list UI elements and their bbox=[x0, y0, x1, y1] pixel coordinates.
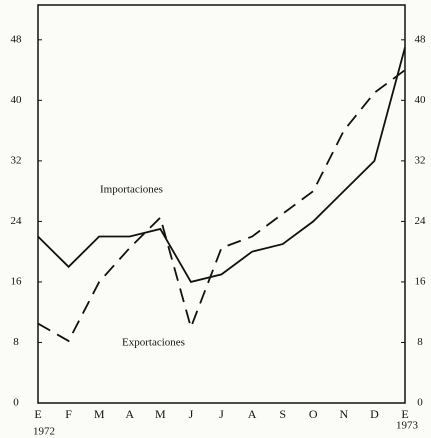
y-tick-label: 16 bbox=[11, 275, 23, 287]
x-tick-label: F bbox=[65, 407, 72, 421]
y-tick-label: 48 bbox=[11, 33, 23, 45]
y2-tick-label: 40 bbox=[415, 94, 427, 106]
y-tick-label: 32 bbox=[11, 154, 22, 166]
x-tick-label: E bbox=[401, 407, 408, 421]
x-tick-label: M bbox=[94, 407, 105, 421]
series-line bbox=[37, 47, 406, 283]
x-tick-label: A bbox=[125, 407, 134, 421]
y-tick-label: 24 bbox=[11, 215, 23, 227]
x-tick-label: E bbox=[34, 407, 41, 421]
x-tick-label: S bbox=[279, 407, 286, 421]
plot-frame bbox=[37, 4, 406, 404]
y-tick-label: 8 bbox=[13, 336, 19, 348]
y-tick-label: 40 bbox=[11, 94, 23, 106]
x-tick-label: A bbox=[248, 407, 257, 421]
year-label: 1973 bbox=[396, 420, 419, 432]
y2-tick-label: 16 bbox=[415, 275, 427, 287]
y2-tick-label: 24 bbox=[415, 215, 427, 227]
series-label: Exportaciones bbox=[122, 337, 185, 349]
y-tick-label: 0 bbox=[13, 397, 19, 409]
series-label: Importaciones bbox=[100, 184, 163, 196]
year-label: 1972 bbox=[33, 426, 55, 438]
y2-tick-label: 8 bbox=[417, 336, 423, 348]
x-tick-label: M bbox=[155, 407, 166, 421]
x-tick-label: D bbox=[370, 407, 379, 421]
x-tick-label: N bbox=[339, 407, 348, 421]
series-line bbox=[37, 69, 406, 343]
x-tick-label: O bbox=[309, 407, 318, 421]
y2-tick-label: 32 bbox=[415, 154, 426, 166]
x-tick-label: J bbox=[219, 407, 224, 421]
y2-tick-label: 0 bbox=[417, 397, 423, 409]
y2-tick-label: 48 bbox=[415, 33, 427, 45]
x-tick-label: J bbox=[189, 407, 194, 421]
